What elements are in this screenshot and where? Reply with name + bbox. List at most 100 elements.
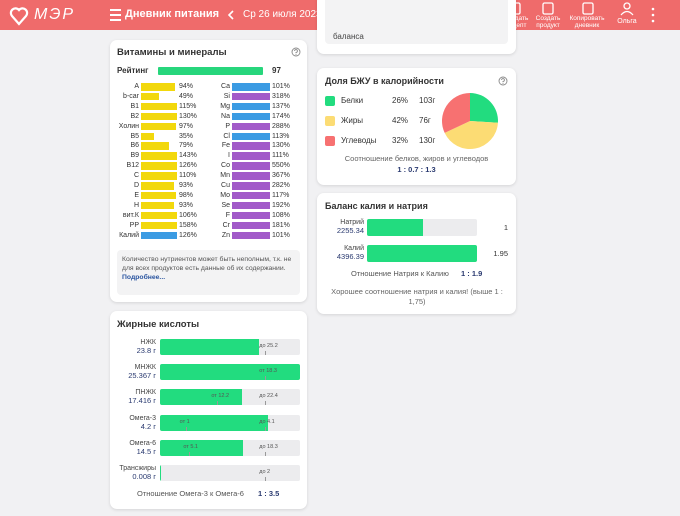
nutrient-name: I <box>228 152 230 160</box>
nutrient-value: 318% <box>272 92 290 100</box>
fa-name: НЖК <box>140 339 156 346</box>
action-button[interactable]: Создать продукт <box>535 15 561 29</box>
nutrient-track <box>232 201 270 210</box>
nutrient-track <box>141 211 177 220</box>
fa-track <box>160 465 300 481</box>
nutrient-name: P <box>225 122 230 130</box>
nutrient-bar <box>232 112 270 121</box>
inner-box <box>325 0 508 44</box>
nutrient-track <box>232 211 270 220</box>
nutrient-track <box>141 221 177 230</box>
rating-label: Рейтинг <box>117 66 149 75</box>
page-title: Дневник питания <box>125 8 220 20</box>
nutrient-name: PP <box>129 221 139 229</box>
rating-bar <box>158 67 263 75</box>
nutrient-bar <box>232 191 270 200</box>
nutrient-name: H <box>133 201 139 209</box>
nutrient-value: 93% <box>179 182 194 189</box>
nutrient-bar <box>232 201 270 210</box>
fa-limit-label: до 25.2 <box>259 343 278 349</box>
nutrient-bar <box>141 152 177 160</box>
nutrient-name: Cl <box>223 132 230 140</box>
fa-amount: 23.8 г <box>136 346 156 355</box>
nutrient-value: 110% <box>179 172 197 180</box>
fa-limit-label: от 5.1 <box>183 443 198 450</box>
nutrient-name: A <box>134 83 139 90</box>
nutrient-name: Mg <box>220 102 230 110</box>
fa-ratio: 1 : 3.5 <box>258 489 280 498</box>
nutrient-bar <box>232 102 270 111</box>
fa-amount: 17.416 г <box>128 396 156 406</box>
fa-name: Омега-6 <box>129 439 156 447</box>
rating-value: 97 <box>272 66 281 75</box>
fa-bar <box>160 389 242 406</box>
nutrient-track <box>141 92 177 101</box>
user-name[interactable]: Ольга <box>617 18 637 25</box>
legend-percent: 26% <box>392 96 409 105</box>
mineral-bar <box>367 219 424 236</box>
date[interactable]: Ср 26 июля 2023 <box>243 9 322 20</box>
nutrient-value: 126% <box>179 162 197 170</box>
nutrient-value: 192% <box>272 201 290 209</box>
mineral-ratio: 1.95 <box>493 249 508 258</box>
ratio: 1 : 0.7 : 1.3 <box>397 165 436 174</box>
nutrient-track <box>141 172 177 180</box>
nutrient-value: 98% <box>179 191 194 199</box>
legend-swatch <box>325 116 335 126</box>
logo: МЭР <box>34 6 76 23</box>
fa-track <box>160 439 300 456</box>
nutrient-track <box>232 152 270 160</box>
nutrient-name: D <box>133 182 139 189</box>
fa-name: Омега-3 <box>129 414 156 422</box>
nutrient-name: B12 <box>126 162 139 170</box>
nutrient-bar <box>232 162 270 170</box>
nutrient-name: Si <box>223 92 230 100</box>
nutrient-value: 130% <box>272 142 290 150</box>
nutrient-track <box>141 152 177 160</box>
nutrient-name: Холин <box>118 122 139 130</box>
nutrient-track <box>232 162 270 170</box>
nutrient-value: 367% <box>272 172 290 180</box>
help-icon[interactable] <box>498 76 508 86</box>
nutrient-name: Fe <box>221 142 230 150</box>
fa-bar <box>160 364 300 381</box>
fa-name: Трансжиры <box>119 465 156 472</box>
nutrient-name: C <box>133 172 139 180</box>
nutrient-track <box>232 102 270 111</box>
fa-limit-tick <box>217 401 219 406</box>
nutrient-value: 94% <box>179 83 194 90</box>
nutrient-value: 106% <box>179 211 197 219</box>
nutrient-bar <box>141 191 177 200</box>
nutrient-track <box>141 182 177 190</box>
more-link[interactable]: Подробнее... <box>122 274 166 281</box>
nutrient-bar <box>232 142 270 150</box>
fa-amount: 4.2 г <box>140 421 156 431</box>
note-text: Количество нутриентов может быть неполны… <box>122 256 292 272</box>
help-icon[interactable] <box>291 47 301 57</box>
legend-grams: 130г <box>419 136 436 145</box>
action-button[interactable]: Копировать дневник <box>569 15 605 29</box>
nutrient-track <box>232 122 270 131</box>
nutrient-value: 115% <box>179 102 197 110</box>
fa-limit-tick <box>265 477 267 481</box>
legend-name: Белки <box>341 96 364 105</box>
nutrient-value: 101% <box>272 231 290 239</box>
fa-limit-label: до 22.4 <box>259 393 278 400</box>
nutrient-value: 288% <box>272 122 290 130</box>
pie-slice <box>444 121 498 149</box>
comment: Хорошее соотношение натрия и калия! (выш… <box>331 287 503 306</box>
nutrient-value: 282% <box>272 182 290 189</box>
nutrient-name: F <box>225 211 230 219</box>
pie-slice <box>442 93 470 133</box>
nutrient-bar <box>232 231 270 239</box>
fa-limit-tick <box>265 351 267 355</box>
nutrient-name: B1 <box>130 102 139 110</box>
nutrient-bar <box>141 162 177 170</box>
caption: Соотношение белков, жиров и углеводов <box>344 154 489 163</box>
prev-day[interactable] <box>227 10 234 20</box>
nutrient-value: 143% <box>179 152 197 160</box>
nutrient-name: b-car <box>123 92 139 100</box>
nutrient-value: 117% <box>272 191 290 199</box>
nutrient-bar <box>141 182 175 190</box>
fa-bar <box>160 414 268 431</box>
